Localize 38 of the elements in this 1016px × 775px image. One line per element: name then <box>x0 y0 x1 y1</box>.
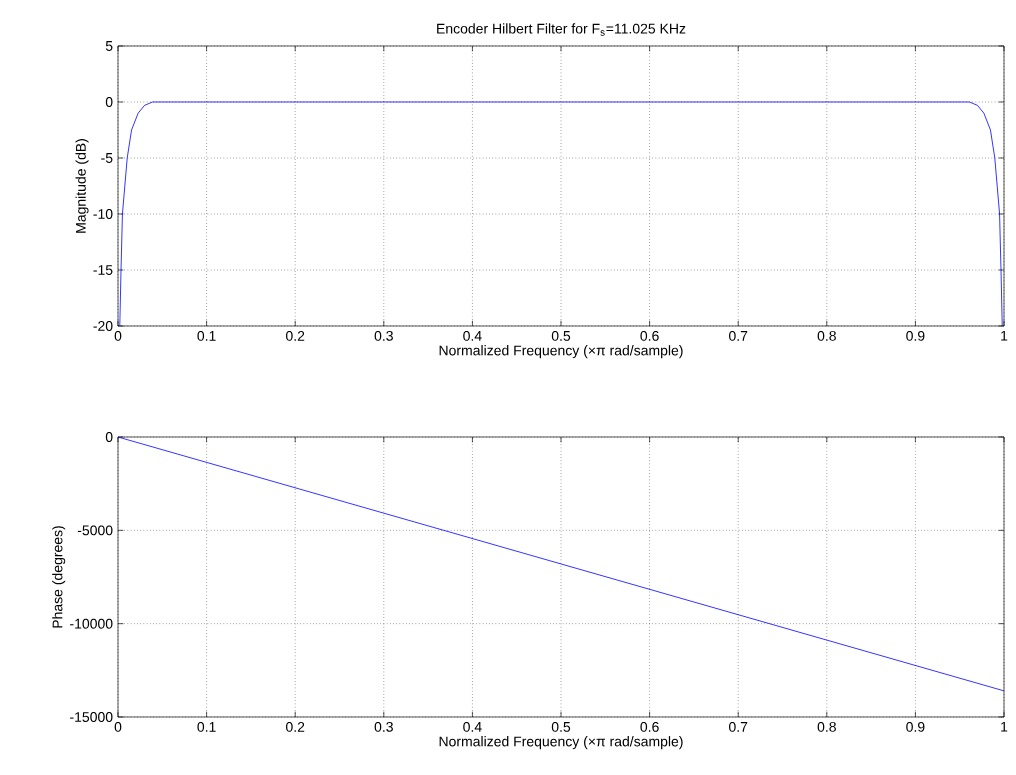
chart-title: Encoder Hilbert Filter for F$_{s}$=11.025 KHz <box>437 23 686 36</box>
x-tick-label: 0.6 <box>640 330 659 341</box>
x-tick-label: 0.5 <box>551 330 571 341</box>
x-axis-title: Normalized Frequency (×π rad/sample) <box>439 736 683 750</box>
y-axis-title: Magnitude (dB) <box>75 139 89 233</box>
x-tick-label: 0.2 <box>286 721 305 732</box>
x-tick-label: 0.7 <box>729 330 748 341</box>
x-tick-label: 0.1 <box>197 721 216 732</box>
y-tick-label: -20 <box>93 321 113 331</box>
y-tick-label: 0 <box>105 432 113 442</box>
y-axis-title: Phase (degrees) <box>52 526 66 628</box>
x-tick-label: 0.9 <box>906 721 925 732</box>
y-tick-label: 0 <box>105 97 113 107</box>
y-tick-label: -10 <box>93 209 113 219</box>
x-tick-label: 0.9 <box>906 330 925 341</box>
x-tick-label: 0 <box>114 330 122 341</box>
x-tick-label: 0.1 <box>197 330 216 341</box>
y-tick-label: -15 <box>93 265 113 275</box>
x-tick-label: 0.6 <box>640 721 659 732</box>
x-tick-label: 0.2 <box>286 330 305 341</box>
x-axis-title: Normalized Frequency (×π rad/sample) <box>439 345 683 359</box>
x-tick-label: 0.5 <box>551 721 571 732</box>
x-tick-label: 0.7 <box>729 721 748 732</box>
x-tick-label: 0 <box>114 721 122 732</box>
x-tick-label: 0.4 <box>463 330 482 341</box>
y-tick-label: -15000 <box>70 712 113 722</box>
x-tick-label: 1 <box>1001 721 1008 732</box>
x-tick-label: 0.4 <box>463 721 482 732</box>
x-tick-label: 0.8 <box>817 721 836 732</box>
line-series <box>119 101 1003 326</box>
y-tick-label: -5 <box>101 153 113 163</box>
x-tick-label: 1 <box>1001 330 1008 341</box>
y-tick-label: 5 <box>105 41 113 51</box>
y-tick-label: -10000 <box>70 618 113 629</box>
x-tick-label: 0.3 <box>374 721 393 732</box>
x-tick-label: 0.3 <box>374 330 393 341</box>
y-tick-label: -5000 <box>77 525 113 536</box>
x-tick-label: 0.8 <box>817 330 836 341</box>
